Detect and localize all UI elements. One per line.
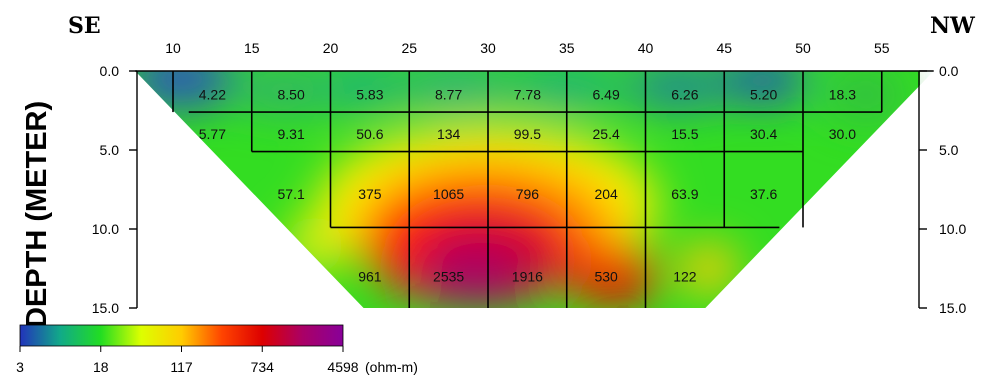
color-blob [627, 71, 727, 107]
x-tick-label: 20 [323, 40, 339, 56]
colorbar-tick-label: 3 [16, 359, 24, 375]
cell-value-label: 7.78 [514, 87, 541, 103]
cell-value-label: 5.77 [199, 126, 226, 142]
y-axis-title: DEPTH (METER) [21, 101, 53, 328]
x-tick-label: 45 [716, 40, 732, 56]
color-blob [826, 71, 906, 120]
color-blob [678, 243, 739, 294]
cell-value-label: 99.5 [514, 126, 541, 142]
cell-value-label: 18.3 [829, 87, 856, 103]
cell-value-label: 2535 [433, 268, 464, 284]
cell-value-label: 8.50 [278, 87, 305, 103]
cell-value-label: 8.77 [435, 87, 462, 103]
color-blob [718, 71, 809, 103]
nw-label: NW [930, 13, 975, 39]
x-tick-label: 10 [165, 40, 181, 56]
cell-value-label: 134 [437, 126, 461, 142]
x-tick-label: 35 [559, 40, 575, 56]
x-tick-label: 55 [874, 40, 890, 56]
cell-value-label: 15.5 [671, 126, 698, 142]
color-blob [396, 71, 517, 107]
cell-value-label: 37.6 [750, 186, 777, 202]
color-blob [317, 71, 407, 107]
cell-value-label: 25.4 [593, 126, 620, 142]
cell-value-label: 5.20 [750, 87, 777, 103]
colorbar-tick-label: 18 [93, 359, 109, 375]
colorbar-tick-label: 117 [170, 359, 193, 375]
cell-value-label: 63.9 [671, 186, 698, 202]
se-label: SE [68, 13, 101, 39]
cell-value-label: 4.22 [199, 87, 226, 103]
cell-value-label: 1916 [512, 268, 543, 284]
cell-value-label: 1065 [433, 186, 464, 202]
y-tick-label-left: 10.0 [92, 221, 119, 237]
color-blob [422, 246, 523, 307]
cell-value-label: 57.1 [278, 186, 305, 202]
color-blobs [135, 71, 906, 307]
cell-value-label: 9.31 [278, 126, 305, 142]
x-tick-label: 15 [244, 40, 260, 56]
cell-value-label: 122 [673, 268, 697, 284]
color-blob [284, 214, 345, 275]
x-tick-label: 25 [401, 40, 417, 56]
section-fill [135, 71, 920, 308]
y-tick-label-right: 5.0 [939, 142, 959, 158]
cell-value-label: 30.4 [750, 126, 777, 142]
y-tick-label-left: 5.0 [100, 142, 120, 158]
colorbar-tick-label: 4598 [327, 359, 358, 375]
cell-value-label: 796 [516, 186, 540, 202]
cell-value-label: 375 [358, 186, 382, 202]
x-tick-label: 40 [638, 40, 654, 56]
cell-labels: 4.22 8.50 5.83 8.77 7.78 6.49 6.26 5.20 18.3 5.77… [199, 87, 856, 285]
cell-value-label: 961 [358, 268, 382, 284]
y-tick-label-left: 15.0 [92, 300, 119, 316]
cell-value-label: 530 [594, 268, 618, 284]
cell-value-label: 5.83 [356, 87, 383, 103]
y-tick-label-right: 15.0 [939, 300, 966, 316]
colorbar-swatch [19, 324, 344, 347]
axes: 0.0 0.0 5.0 5.0 10.0 10.0 15.0 15.0 10 15 20 25 30 35… [92, 40, 967, 316]
colorbar-ticks: 3 18 117 734 4598 (ohm-m) [16, 346, 418, 375]
x-tick-label: 30 [480, 40, 496, 56]
colorbar: 3 18 117 734 4598 (ohm-m) [16, 324, 418, 375]
cell-value-label: 204 [594, 186, 618, 202]
x-tick-label: 50 [795, 40, 811, 56]
cell-value-label: 50.6 [356, 126, 383, 142]
grid-lines [135, 70, 934, 308]
color-blob [238, 71, 329, 110]
y-tick-label-right: 10.0 [939, 221, 966, 237]
colorbar-tick-label: 734 [251, 359, 275, 375]
colorbar-unit: (ohm-m) [365, 359, 418, 375]
cell-value-label: 30.0 [829, 126, 856, 142]
y-tick-label-left: 0.0 [100, 63, 120, 79]
cell-value-label: 6.26 [671, 87, 698, 103]
y-tick-label-right: 0.0 [939, 63, 959, 79]
color-blob [569, 246, 659, 307]
cell-value-label: 6.49 [593, 87, 620, 103]
